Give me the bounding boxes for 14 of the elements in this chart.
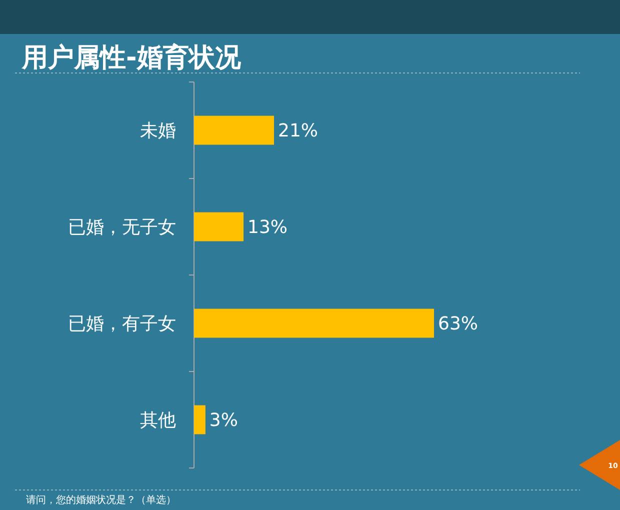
bar bbox=[194, 308, 434, 338]
text: 请问，您的婚姻状况是？（单选） bbox=[26, 494, 176, 506]
data-label: 13% bbox=[248, 217, 288, 238]
bar bbox=[194, 405, 206, 434]
data-label: 63% bbox=[438, 314, 478, 335]
data-label: 3% bbox=[209, 410, 238, 432]
y-tick-label: 未婚 bbox=[140, 120, 176, 142]
y-tick-label: 其他 bbox=[140, 410, 176, 432]
bar bbox=[194, 212, 244, 242]
chart-title: 用户属性-婚育状况 bbox=[21, 42, 242, 73]
y-tick-label: 已婚，无子女 bbox=[68, 217, 176, 238]
data-label: 21% bbox=[278, 120, 318, 142]
y-tick-label: 已婚，有子女 bbox=[68, 314, 176, 335]
bar bbox=[194, 116, 274, 145]
